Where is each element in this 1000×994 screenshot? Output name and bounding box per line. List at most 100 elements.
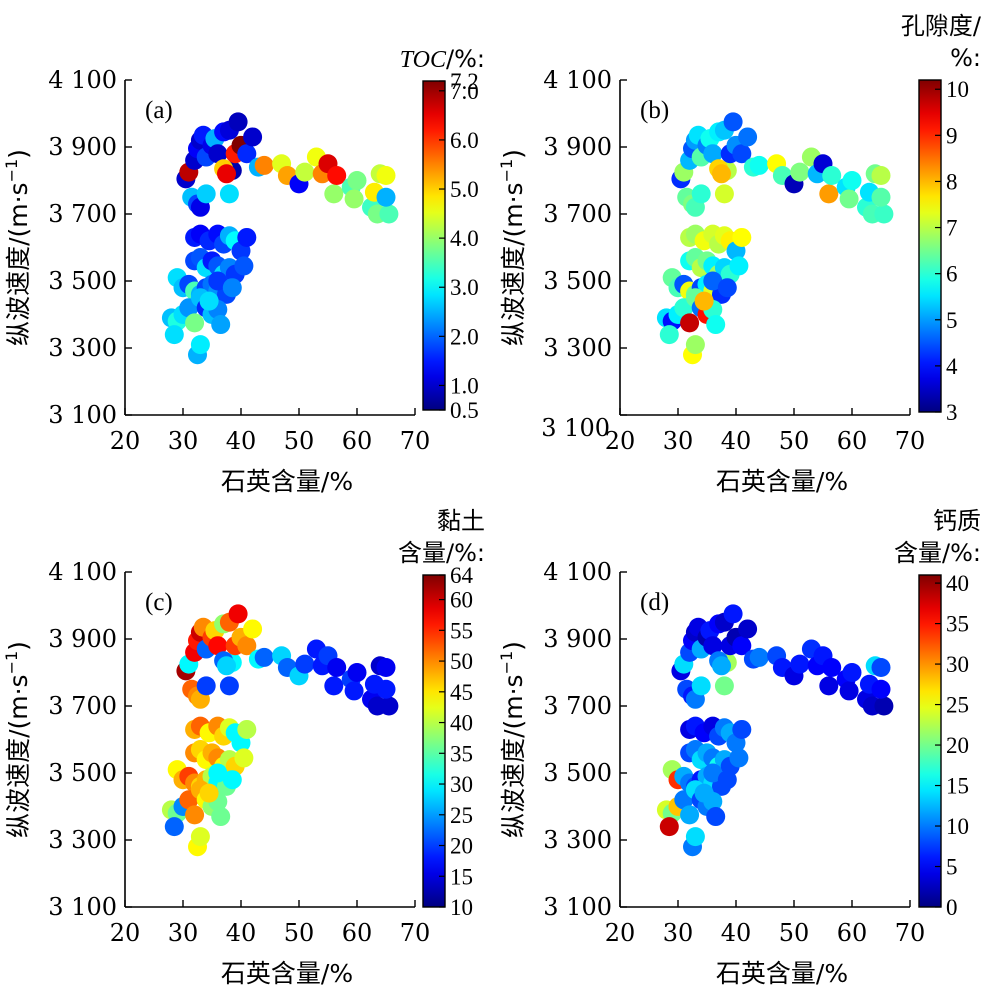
- x-tick-label: 70: [400, 427, 431, 455]
- data-point: [685, 335, 705, 355]
- colorbar-tick-label: 20: [450, 834, 473, 859]
- colorbar-tick-label: 10: [946, 77, 969, 102]
- colorbar-title-text: 孔隙度/: [901, 12, 982, 40]
- x-axis-title: 石英含量/%: [221, 467, 353, 496]
- data-point: [790, 654, 810, 674]
- data-point: [327, 657, 347, 677]
- colorbar-title-text: 含量/%:: [894, 539, 981, 567]
- data-point: [219, 184, 239, 204]
- y-axis-title-superscript: −1: [2, 651, 21, 675]
- data-point: [347, 171, 367, 190]
- colorbar-tick-label: 40: [450, 711, 473, 736]
- y-tick-label: 3 900: [48, 133, 117, 161]
- data-point: [732, 227, 752, 247]
- colorbar-title-line: 钙质: [933, 507, 981, 535]
- panel-label: (c): [145, 589, 173, 616]
- data-point: [871, 165, 891, 185]
- y-axis-title-close: ): [4, 641, 33, 651]
- y-tick-label: 3 100: [541, 414, 610, 442]
- panel-label: (b): [640, 97, 669, 124]
- y-tick-label: 3 300: [543, 334, 612, 362]
- data-point: [376, 187, 396, 207]
- y-axis-title: 纵波速度/(m·s−1): [2, 641, 33, 838]
- data-points: [656, 112, 894, 365]
- y-tick-label: 3 500: [543, 759, 612, 787]
- data-point: [706, 315, 726, 335]
- data-point: [680, 313, 700, 333]
- data-point: [219, 676, 239, 696]
- colorbar-title-text: TOC: [400, 47, 447, 73]
- x-tick-label: 60: [342, 919, 373, 947]
- colorbar-tick-label: 4.0: [450, 226, 479, 251]
- data-point: [347, 663, 367, 682]
- scatter-panel-a: 20 30 40 50 60 70 3 100 3 300 3 500 3 700 3 900 4 1…: [2, 45, 485, 496]
- colorbar-tick-label: 10: [450, 895, 473, 920]
- scatter-panel-c: 20 30 40 50 60 70 3 100 3 300 3 500 3 700 3 900 4 1…: [2, 507, 485, 988]
- x-tick-label: 70: [400, 919, 431, 947]
- data-point: [237, 227, 257, 247]
- y-tick-label: 3 100: [543, 893, 612, 921]
- colorbar-title-line: 含量/%:: [894, 539, 981, 567]
- data-point: [196, 184, 216, 204]
- data-point: [254, 155, 274, 175]
- data-point: [196, 676, 216, 696]
- colorbar-tick-label: 30: [450, 772, 473, 797]
- data-point: [324, 676, 344, 696]
- colorbar-tick-label: 64: [450, 563, 474, 588]
- data-point: [871, 187, 891, 207]
- data-point: [211, 807, 231, 827]
- colorbar-title-line: TOC/%:: [400, 45, 485, 73]
- data-point: [659, 325, 679, 345]
- panel-label: (d): [640, 589, 669, 616]
- data-point: [199, 783, 219, 803]
- colorbar: [422, 80, 446, 411]
- colorbar-tick-label: 9: [946, 123, 958, 148]
- data-point: [874, 204, 894, 224]
- y-axis-title-text: 纵波速度/(m·s: [4, 182, 33, 346]
- colorbar-tick-label: 50: [450, 649, 473, 674]
- data-point: [703, 636, 723, 656]
- y-axis-title-close: ): [499, 149, 528, 159]
- data-point: [659, 817, 679, 837]
- data-point: [237, 636, 257, 656]
- x-tick-label: 40: [721, 427, 752, 455]
- colorbar-tick-label: 7.2: [450, 69, 479, 94]
- data-point: [324, 184, 344, 204]
- colorbar-tick-label: 25: [946, 693, 969, 718]
- colorbar-tick-label: 10: [946, 814, 969, 839]
- x-tick-label: 20: [605, 427, 636, 455]
- colorbar-tick-label: 2.0: [450, 324, 479, 349]
- data-point: [199, 291, 219, 311]
- data-point: [208, 636, 228, 656]
- y-tick-label: 3 500: [543, 267, 612, 295]
- data-point: [714, 184, 734, 204]
- data-point: [185, 805, 205, 825]
- y-tick-label: 3 100: [48, 893, 117, 921]
- x-tick-label: 40: [226, 919, 257, 947]
- data-point: [819, 676, 839, 696]
- x-tick-label: 40: [226, 427, 257, 455]
- colorbar-title-suffix: /%:: [446, 45, 485, 73]
- colorbar-tick-label: 7: [946, 216, 958, 241]
- data-point: [712, 164, 731, 184]
- x-tick-label: 70: [895, 919, 926, 947]
- data-point: [842, 663, 862, 682]
- data-point: [190, 335, 210, 355]
- x-tick-label: 30: [168, 919, 199, 947]
- data-point: [790, 162, 810, 182]
- colorbar-tick-label: 5: [946, 855, 958, 880]
- y-axis-title: 纵波速度/(m·s−1): [2, 149, 33, 346]
- data-point: [749, 647, 769, 667]
- x-tick-label: 30: [168, 427, 199, 455]
- data-points: [161, 112, 399, 365]
- colorbar-title-line: %:: [950, 44, 981, 72]
- y-axis-title: 纵波速度/(m·s−1): [497, 641, 528, 838]
- data-point: [819, 184, 839, 204]
- data-point: [228, 604, 248, 624]
- y-axis-title-superscript: −1: [497, 651, 516, 675]
- colorbar-title-line: 孔隙度/: [901, 12, 982, 40]
- colorbar-tick-label: 6.0: [450, 128, 479, 153]
- data-point: [738, 127, 758, 147]
- y-tick-label: 3 500: [48, 267, 117, 295]
